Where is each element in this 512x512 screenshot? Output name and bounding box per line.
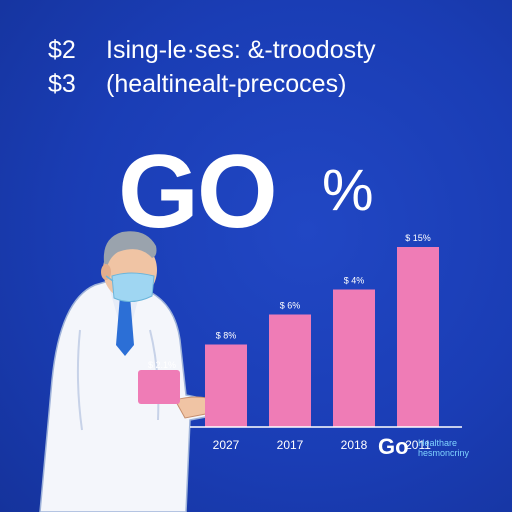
healthcare-worker-illustration <box>39 231 220 512</box>
x-tick-label-2017: 2017 <box>277 438 304 452</box>
bar-2011 <box>397 247 439 427</box>
headline-percent: % <box>322 158 374 223</box>
bars-layer: $ 8% 2027 $ 6% 2017 $ 4% 2018 $ 15% 2011 <box>205 233 439 452</box>
extra-data-label: $ 2.1% <box>148 360 176 370</box>
x-tick-label-2027: 2027 <box>213 438 240 452</box>
tie <box>116 296 134 356</box>
bar-2018 <box>333 289 375 427</box>
bar-2027 <box>205 344 247 427</box>
held-card <box>138 370 180 404</box>
brand-subtitle-line-1: Healthare <box>418 438 458 448</box>
header-line-1-text: Ising-le·ses: &-troodosty <box>106 36 376 64</box>
data-label-2018: $ 4% <box>344 276 365 286</box>
brand-logo: Go <box>378 434 409 459</box>
bar-2017 <box>269 314 311 427</box>
header-line-2: $3 (healtinealt-precoces) <box>48 70 346 99</box>
face-mask <box>111 272 155 302</box>
brand-subtitle-line-2: hesmoncriny <box>418 448 470 458</box>
hair <box>103 231 157 272</box>
data-label-2027: $ 8% <box>216 331 237 341</box>
x-tick-label-2011: 2011 <box>405 438 431 452</box>
brand-subtitle: Healthare hesmoncriny <box>418 438 488 458</box>
x-tick-label-2018: 2018 <box>341 438 368 452</box>
header-line-1-amount: $2 <box>48 36 76 64</box>
header-line-2-text: (healtinealt-precoces) <box>106 70 347 98</box>
data-label-2017: $ 6% <box>280 301 301 311</box>
data-label-2011: $ 15% <box>405 233 431 243</box>
headline-big: GO <box>118 134 278 250</box>
header-line-2-amount: $3 <box>48 70 76 98</box>
header-line-1: $2 Ising-le·ses: &-troodosty <box>48 36 376 65</box>
